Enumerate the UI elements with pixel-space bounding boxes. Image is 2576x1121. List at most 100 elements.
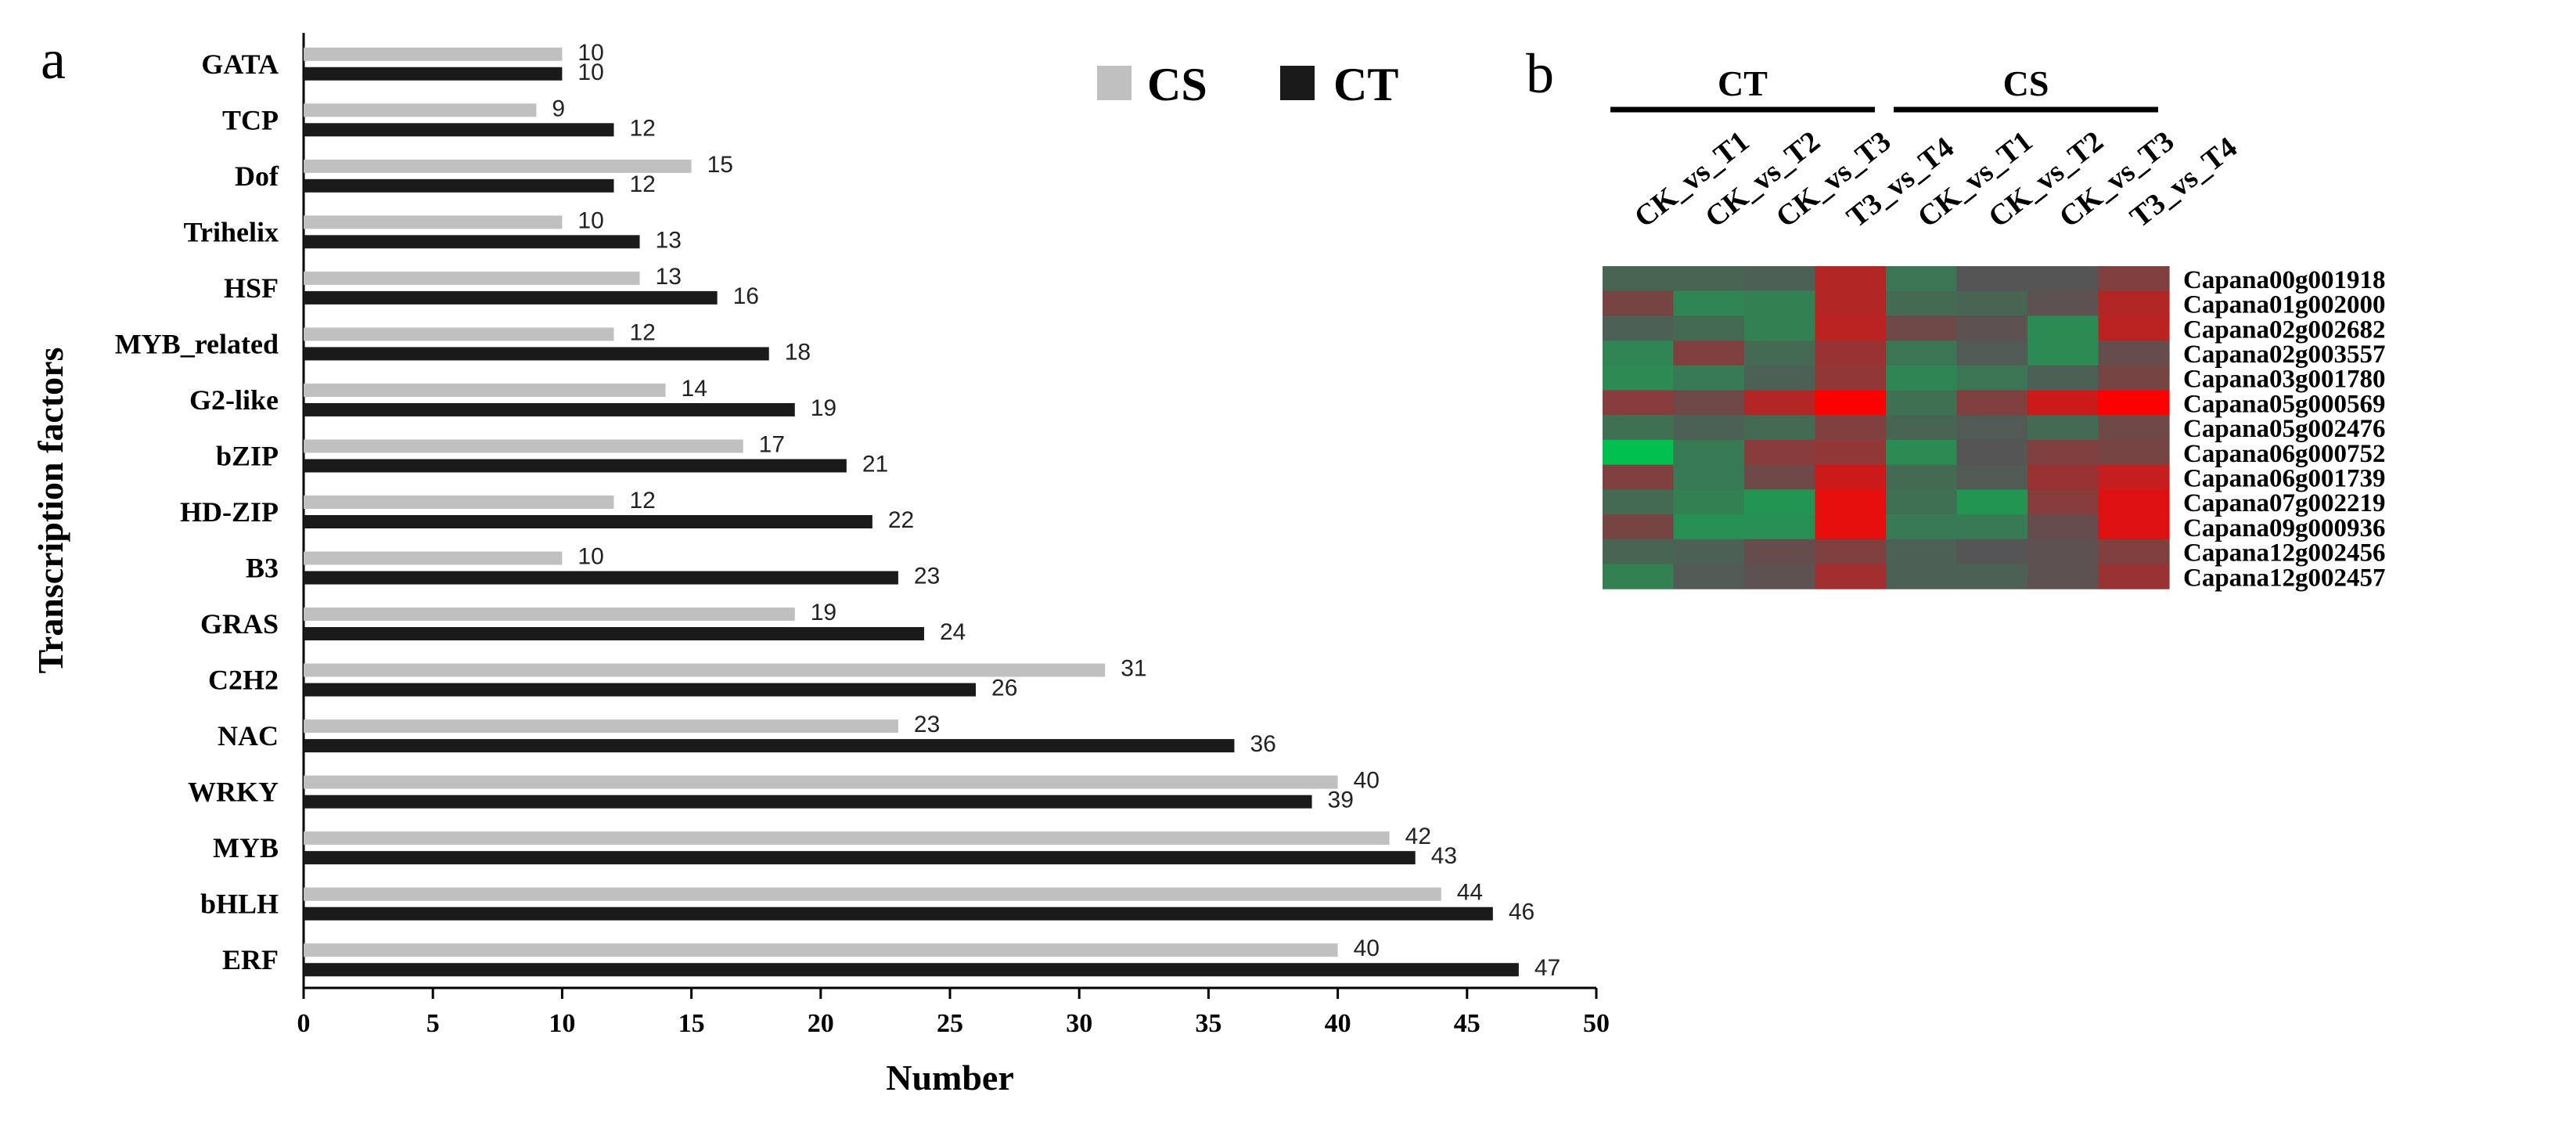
bar-cs	[304, 719, 898, 734]
category-labels: GATA TCP Dof Trihelix HSF MYB_related G2-like b…	[115, 49, 279, 975]
category-label: Trihelix	[184, 216, 279, 247]
heatmap-cell	[2027, 514, 2099, 540]
heatmap-cell	[1744, 539, 1816, 564]
bar-value-label: 10	[577, 207, 603, 233]
x-ticks: 0 5 10 15 20 25 30 35 40 45 50	[297, 988, 1610, 1038]
bar-cs	[304, 383, 666, 397]
heatmap-cell	[2027, 290, 2099, 316]
heatmap-cell	[1744, 290, 1816, 316]
category-label: MYB_related	[115, 328, 279, 359]
heatmap-cell	[2027, 415, 2099, 441]
bar-value-label: 42	[1405, 824, 1431, 849]
x-tick-label: 50	[1583, 1009, 1610, 1038]
heatmap-cell	[1886, 439, 1958, 466]
heatmap-cell	[1956, 489, 2028, 515]
heatmap-group-label: CT	[1718, 63, 1768, 103]
bar-value-label: 19	[811, 395, 836, 421]
heatmap-cell	[1673, 489, 1745, 515]
category-label: HD-ZIP	[180, 496, 279, 528]
bar-value-label: 47	[1534, 955, 1560, 981]
heatmap-cell	[2027, 489, 2099, 515]
heatmap-cell	[2098, 514, 2170, 540]
bar-ct	[304, 963, 1519, 977]
bar-value-label: 26	[991, 676, 1017, 701]
bar-value-label: 23	[914, 712, 940, 737]
heatmap-cell	[1815, 489, 1887, 515]
bar-ct	[304, 178, 614, 193]
heatmap-cell	[2098, 489, 2170, 515]
bar-value-label: 9	[552, 96, 565, 121]
heatmap-cells	[1603, 266, 2170, 589]
heatmap-cell	[1673, 315, 1745, 341]
x-tick-label: 20	[808, 1009, 834, 1038]
bar-cs	[304, 943, 1338, 957]
heatmap-row-label: Capana06g001739	[2183, 464, 2386, 492]
legend-swatch-cs	[1097, 66, 1131, 100]
bar-value-label: 15	[707, 152, 733, 178]
bar-value-label: 21	[862, 451, 888, 477]
heatmap-cell	[1815, 539, 1887, 564]
x-tick-label: 45	[1454, 1009, 1480, 1038]
heatmap-cell	[1603, 464, 1675, 490]
heatmap-cell	[1673, 415, 1745, 441]
heatmap-cell	[1956, 365, 2028, 391]
heatmap-cell	[1673, 365, 1745, 391]
bar-ct	[304, 851, 1416, 865]
heatmap-cell	[1673, 341, 1745, 366]
heatmap-cell	[1886, 390, 1958, 416]
heatmap-cell	[1603, 365, 1675, 391]
heatmap-cell	[1956, 564, 2028, 589]
heatmap-cell	[1815, 290, 1887, 316]
bar-cs	[304, 327, 614, 341]
bar-value-label: 12	[629, 115, 655, 141]
bar-ct	[304, 683, 977, 697]
heatmap-cell	[1886, 365, 1958, 391]
bar-value-label: 19	[811, 600, 836, 625]
x-tick-label: 40	[1325, 1009, 1351, 1038]
category-label: MYB	[213, 832, 279, 863]
bar-cs	[304, 663, 1106, 677]
heatmap: CT CS CK_vs_T1CK_vs_T2CK_vs_T3T3_vs_T4CK_…	[1603, 63, 2386, 592]
heatmap-cell	[1744, 365, 1816, 391]
heatmap-cell	[1956, 514, 2028, 540]
heatmap-cell	[1673, 439, 1745, 466]
x-tick-label: 30	[1066, 1009, 1092, 1038]
heatmap-cell	[2027, 464, 2099, 490]
heatmap-cell	[2027, 539, 2099, 564]
heatmap-row-label: Capana07g002219	[2183, 489, 2386, 517]
bar-cs	[304, 551, 563, 565]
legend-label-ct: CT	[1333, 59, 1398, 110]
heatmap-cell	[1744, 341, 1816, 366]
heatmap-cell	[1603, 266, 1675, 292]
heatmap-cell	[1603, 564, 1675, 589]
x-tick-label: 0	[297, 1009, 311, 1038]
heatmap-cell	[1815, 439, 1887, 466]
heatmap-cell	[1673, 514, 1745, 540]
heatmap-cell	[1603, 514, 1675, 540]
heatmap-group-label: CS	[2003, 63, 2049, 103]
bar-value-label: 13	[656, 264, 682, 290]
bar-value-label: 10	[577, 59, 603, 85]
bar-ct	[304, 123, 614, 137]
heatmap-cell	[1744, 564, 1816, 589]
heatmap-cell	[1886, 266, 1958, 292]
heatmap-cell	[1744, 415, 1816, 441]
bar-ct	[304, 515, 872, 528]
heatmap-cell	[2027, 439, 2099, 466]
heatmap-column-labels: CK_vs_T1CK_vs_T2CK_vs_T3T3_vs_T4CK_vs_T1…	[1628, 124, 2243, 234]
heatmap-cell	[1815, 341, 1887, 366]
heatmap-cell	[1956, 315, 2028, 341]
category-label: WRKY	[188, 777, 279, 808]
heatmap-cell	[1673, 464, 1745, 490]
category-label: Dof	[235, 160, 279, 192]
heatmap-cell	[2098, 266, 2170, 292]
category-label: bHLH	[200, 889, 279, 920]
bar-value-label: 43	[1431, 843, 1457, 869]
heatmap-cell	[1603, 341, 1675, 366]
bar-cs	[304, 887, 1441, 901]
category-label: G2-like	[189, 384, 279, 416]
bar-value-label: 12	[629, 488, 655, 514]
heatmap-cell	[2098, 415, 2170, 441]
x-axis-title: Number	[886, 1058, 1014, 1098]
category-label: GRAS	[200, 608, 279, 640]
